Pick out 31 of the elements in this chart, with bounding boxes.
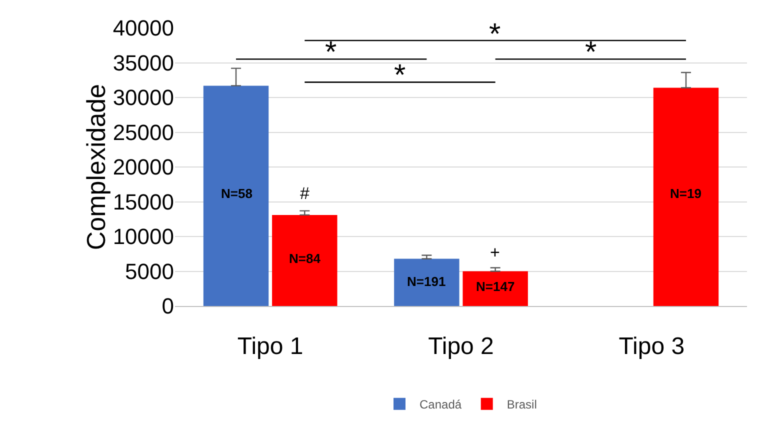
legend-label: Brasil: [506, 398, 537, 412]
y-tick-label: 0: [162, 294, 174, 319]
annotation: N=147: [476, 279, 515, 294]
x-tick-label: Tipo 3: [618, 332, 685, 360]
annotation: N=19: [670, 186, 702, 201]
x-tick-label: Tipo 1: [237, 332, 304, 360]
y-tick-label: 40000: [112, 16, 174, 41]
y-tick-label: 25000: [112, 120, 174, 145]
annotation: N=84: [289, 251, 322, 266]
annotation: *: [585, 36, 597, 69]
y-tick-label: 15000: [112, 189, 174, 214]
annotation: #: [300, 184, 310, 203]
bar: [272, 214, 338, 306]
annotation: +: [490, 243, 500, 262]
y-tick-label: 5000: [125, 258, 174, 284]
annotation: N=58: [221, 186, 252, 201]
annotation: *: [489, 18, 501, 51]
bar: [653, 88, 719, 306]
y-axis-title: Complexidade: [80, 84, 111, 250]
y-tick-label: 10000: [112, 224, 174, 250]
bar: [394, 258, 460, 306]
annotation: *: [325, 36, 337, 69]
annotation: *: [394, 59, 406, 92]
x-tick-label: Tipo 2: [428, 332, 494, 360]
y-tick-label: 35000: [112, 50, 174, 76]
annotation: N=191: [407, 274, 446, 289]
y-tick-label: 30000: [112, 85, 174, 110]
legend-label: Canadá: [420, 398, 462, 412]
y-tick-label: 20000: [112, 154, 174, 180]
bar: [203, 86, 269, 306]
bar: [462, 271, 528, 306]
